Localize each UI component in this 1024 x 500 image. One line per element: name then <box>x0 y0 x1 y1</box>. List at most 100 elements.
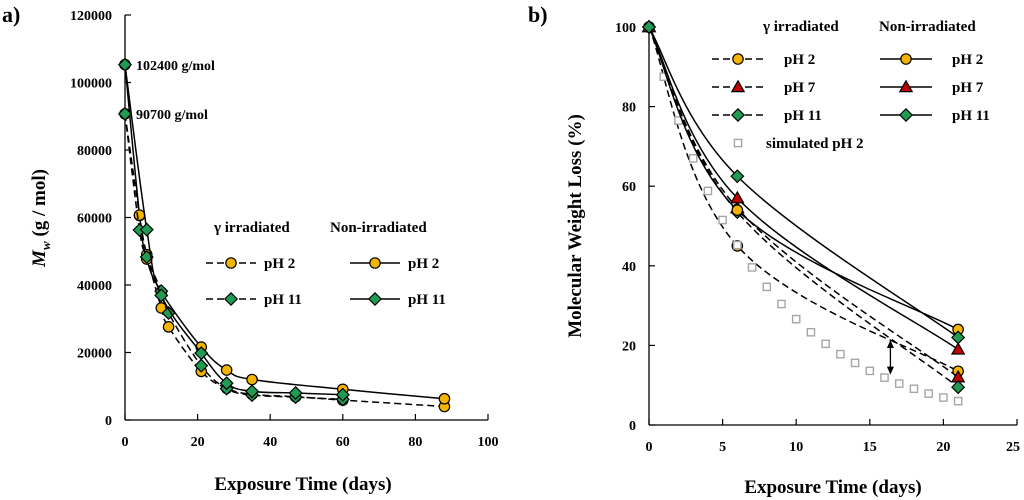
panel-b-data-point-simulated-ph-2-irradiated <box>747 263 757 272</box>
panel-b-x-title: Exposure Time (days) <box>744 477 921 498</box>
panel-a-legend-swatch-marker <box>369 257 381 269</box>
panel-b-arrow-head-up <box>886 340 894 349</box>
panel-b-data-point-ph-2-nonirradiated <box>731 204 744 216</box>
panel-b-data-point-simulated-ph-2-irradiated <box>924 389 933 398</box>
panel-b-legend-swatch-marker <box>898 79 914 93</box>
panel-a-data-point-ph-2-nonirradiated <box>438 392 451 405</box>
panel-a-data-point-ph-2-nonirradiated <box>220 364 233 376</box>
panel-a-data-point-ph-11-nonirradiated <box>335 387 350 402</box>
panel-b-legend-swatch-marker <box>732 53 744 65</box>
panel-a-data-point-ph-2-nonirradiated <box>133 209 146 221</box>
panel-a-y-tick-label: 60000 <box>77 212 112 227</box>
panel-b-y-title: Molecular Weight Loss (%) <box>565 114 586 338</box>
panel-b-series-line-ph-11-irradiated <box>648 26 959 388</box>
panel-a-y-tick-label: 40000 <box>77 279 112 294</box>
panel-a-data-point-ph-11-nonirradiated <box>117 57 133 72</box>
panel-a-legend-label: pH 11 <box>264 292 302 308</box>
panel-b-legend-swatch-marker <box>730 79 746 93</box>
panel-b-data-point-ph-7-nonirradiated <box>730 190 745 204</box>
panel-b-data-point-ph-7-nonirradiated <box>950 341 966 355</box>
panel-a-y-title-main: M <box>29 249 50 268</box>
panel-b-arrow <box>886 340 894 375</box>
panel-b-legend-label: pH 2 <box>952 52 983 68</box>
panel-b-data-point-ph-11-nonirradiated <box>730 169 745 184</box>
panel-b-data-point-simulated-ph-2-irradiated <box>806 327 816 337</box>
panel-b-legend-swatch-marker <box>730 107 746 123</box>
panel-a-y-tick-label: 80000 <box>77 144 112 159</box>
panel-b-series <box>641 19 966 406</box>
panel-a-series <box>117 57 451 413</box>
panel-b-label: b) <box>528 2 548 27</box>
panel-a-series-line-ph-11-irradiated <box>124 113 343 401</box>
panel-b-data-point-ph-11-nonirradiated <box>641 19 657 35</box>
panel-b-data-point-simulated-ph-2-irradiated <box>733 240 742 250</box>
panel-b-legend-label: pH 7 <box>784 80 816 96</box>
panel-a-annotation-irr: 90700 g/mol <box>136 108 208 123</box>
panel-a-y-title-rest: (g / mol) <box>29 169 50 241</box>
panel-a-data-point-ph-11-irradiated <box>117 106 133 121</box>
panel-b-x-tick-label: 25 <box>1006 440 1020 455</box>
panel-b-legend-swatch-marker <box>898 107 914 123</box>
panel-b-data-point-simulated-ph-2-irradiated <box>791 314 801 324</box>
panel-a-annotation-nonirr: 102400 g/mol <box>136 59 215 74</box>
panel-b-x-tick-label: 20 <box>936 440 950 455</box>
panel-a-y-title-sub: w <box>38 241 53 250</box>
panel-a-y-tick-label: 100000 <box>70 77 112 92</box>
panel-b-x-tick-label: 5 <box>719 440 726 455</box>
panel-b-x-tick-label: 0 <box>646 440 653 455</box>
panel-b-legend-label: pH 7 <box>952 80 984 96</box>
panel-a-x-tick-label: 100 <box>478 435 499 450</box>
panel-b-legend: γ irradiated Non-irradiated pH 2 pH 7 pH… <box>712 19 990 152</box>
panel-a-y-title: Mw (g / mol) <box>29 169 53 268</box>
panel-a-y-tick-label: 20000 <box>77 347 112 362</box>
panel-b-data-point-simulated-ph-2-irradiated <box>894 379 904 388</box>
panel-b-legend-header-nonirradiated: Non-irradiated <box>879 19 976 35</box>
panel-a-legend-swatch-marker <box>225 257 237 269</box>
panel-b-data-point-simulated-ph-2-irradiated <box>688 154 698 163</box>
panel-b-data-point-simulated-ph-2-irradiated <box>718 215 727 225</box>
panel-a-data-point-ph-2-nonirradiated <box>246 373 258 386</box>
panel-b-data-point-simulated-ph-2-irradiated <box>953 396 963 406</box>
panel-b-y-tick-label: 80 <box>622 101 636 116</box>
panel-a-legend-swatch-marker <box>223 291 239 307</box>
panel-b-series-line-ph-11-nonirradiated <box>648 26 959 339</box>
panel-a-data-point-ph-11-irradiated <box>194 358 209 373</box>
panel-a-data-point-ph-11-irradiated <box>161 305 176 321</box>
panel-b-y-ticks <box>649 26 655 426</box>
panel-a-label: a) <box>2 2 20 27</box>
panel-b-x-ticks <box>648 419 1018 425</box>
panel-b-x-tick-label: 15 <box>863 440 877 455</box>
panel-a-x-tick-label: 40 <box>263 435 277 450</box>
panel-a-x-tick-label: 0 <box>122 435 129 450</box>
panel-b-y-tick-label: 40 <box>622 260 636 275</box>
panel-a-data-point-ph-11-nonirradiated <box>139 222 154 237</box>
panel-a-data-point-ph-11-nonirradiated <box>219 376 234 391</box>
panel-a: a) 0 20 40 60 80 100 0 20000 40000 60000… <box>2 2 499 495</box>
panel-a-y-tick-label: 120000 <box>70 9 112 24</box>
panel-b-data-point-simulated-ph-2-irradiated <box>836 349 845 359</box>
panel-a-legend-label: pH 2 <box>408 256 439 272</box>
panel-a-legend-label: pH 2 <box>264 256 295 272</box>
panel-b-legend-swatch-marker <box>733 138 743 148</box>
panel-b-y-tick-label: 20 <box>622 339 636 354</box>
panel-a-data-point-ph-2-irradiated <box>162 321 175 333</box>
panel-a-x-ticks <box>124 414 489 420</box>
panel-a-legend-header-nonirradiated: Non-irradiated <box>330 220 427 236</box>
panel-b-data-point-ph-11-nonirradiated <box>951 330 966 345</box>
panel-a-x-tick-label: 20 <box>191 435 205 450</box>
panel-b-y-tick-label: 60 <box>622 180 636 195</box>
panel-a-data-point-ph-11-nonirradiated <box>154 288 169 303</box>
panel-a-legend-label: pH 11 <box>408 292 446 308</box>
panel-a-legend: γ irradiated Non-irradiated pH 2 pH 2 pH… <box>206 220 446 308</box>
panel-b-x-tick-label: 10 <box>789 440 803 455</box>
panel-a-y-tick-label: 0 <box>105 414 112 429</box>
panel-b-data-point-simulated-ph-2-irradiated <box>762 282 772 292</box>
panel-b-data-point-simulated-ph-2-irradiated <box>939 393 948 402</box>
panel-a-x-tick-label: 60 <box>336 435 350 450</box>
panel-b-data-point-simulated-ph-2-irradiated <box>865 366 875 376</box>
panel-b-data-point-simulated-ph-2-irradiated <box>880 373 889 382</box>
panel-b-legend-label: pH 11 <box>784 108 822 124</box>
panel-a-data-point-ph-11-nonirradiated <box>245 384 260 399</box>
panel-a-legend-header-irradiated: γ irradiated <box>213 220 290 236</box>
